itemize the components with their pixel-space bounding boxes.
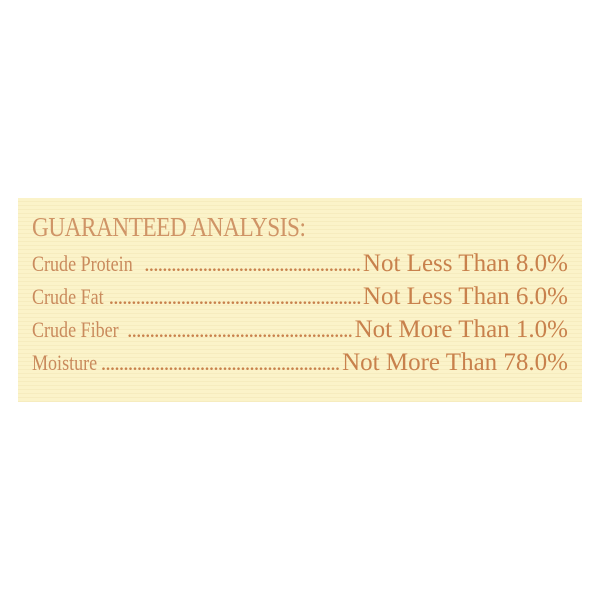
row-value: Not More Than 1.0% <box>354 316 568 343</box>
analysis-row-fat: Crude Fat Not Less Than 6.0% <box>32 283 568 311</box>
row-label: Crude Protein <box>32 251 133 276</box>
analysis-row-protein: Crude Protein Not Less Than 8.0% <box>32 250 568 278</box>
analysis-title: GUARANTEED ANALYSIS: <box>32 212 306 242</box>
row-label: Moisture <box>32 350 98 375</box>
analysis-row-fiber: Crude Fiber Not More Than 1.0% <box>32 316 568 344</box>
guaranteed-analysis-panel: GUARANTEED ANALYSIS: Crude Protein Not L… <box>18 198 582 402</box>
dot-leader <box>101 357 340 375</box>
dot-leader <box>145 258 361 276</box>
analysis-row-moisture: Moisture Not More Than 78.0% <box>32 349 568 377</box>
dot-leader <box>109 291 361 309</box>
row-label: Crude Fiber <box>32 317 119 342</box>
row-value: Not Less Than 8.0% <box>362 250 568 277</box>
row-value: Not Less Than 6.0% <box>362 283 568 310</box>
row-label: Crude Fat <box>32 284 104 309</box>
row-value: Not More Than 78.0% <box>342 349 568 376</box>
dot-leader <box>128 324 353 342</box>
